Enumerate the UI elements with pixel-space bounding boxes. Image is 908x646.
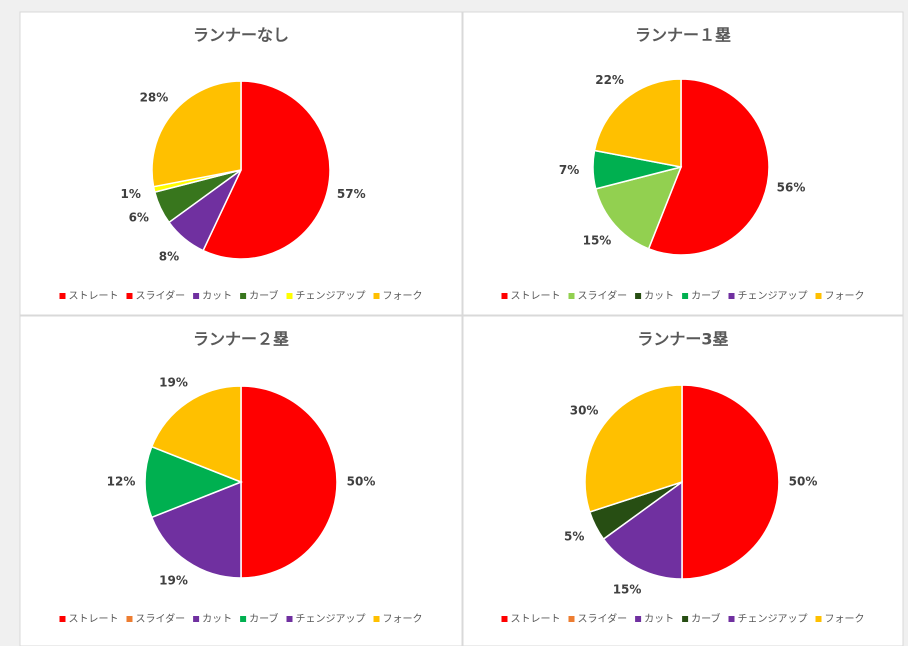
legend-marker	[373, 293, 380, 299]
legend-label: スライダー	[577, 289, 627, 302]
chart-title: ランナー１塁	[635, 26, 731, 45]
legend-label: ストレート	[510, 614, 560, 625]
pie-slice	[240, 385, 338, 579]
chart-title: ランナー２塁	[193, 330, 289, 349]
legend-marker	[59, 616, 66, 622]
legend-label: カット	[202, 613, 232, 625]
data-label: 5%	[564, 529, 584, 543]
legend-label: カーブ	[691, 612, 720, 625]
legend-label: カーブ	[691, 289, 720, 302]
legend: ストレート スライダー カット カーブ チェンジアップ フォーク	[501, 289, 865, 302]
legend-marker	[682, 616, 689, 622]
legend-marker	[815, 293, 822, 299]
legend-label: カット	[644, 613, 674, 625]
legend-marker	[501, 293, 508, 299]
legend-label: ストレート	[510, 291, 560, 302]
legend: ストレート スライダー カット カーブ チェンジアップ フォーク	[59, 289, 423, 302]
legend-marker	[59, 293, 66, 299]
data-label: 50%	[789, 475, 818, 489]
legend-marker	[240, 293, 247, 299]
legend-label: カーブ	[249, 612, 278, 625]
pie-slice	[144, 445, 244, 519]
chart-title: ランナー3塁	[637, 330, 728, 349]
legend-marker	[568, 293, 575, 299]
chart-title: ランナーなし	[193, 26, 289, 45]
pie-slice	[151, 80, 242, 188]
data-label: 15%	[613, 582, 642, 596]
legend-marker	[728, 293, 735, 299]
data-label: 7%	[559, 163, 579, 177]
pie-slice	[647, 78, 770, 256]
data-label: 12%	[107, 475, 136, 489]
legend-label: ストレート	[68, 291, 118, 302]
legend-marker	[126, 616, 133, 622]
pie-chart: ランナー3塁 50% 15% 5% 30% ストレート スライダー カット カーブ チェンジアップ…	[462, 315, 904, 646]
legend: ストレート スライダー カット カーブ チェンジアップ フォーク	[501, 612, 865, 625]
legend-marker	[635, 293, 642, 299]
legend-label: チェンジアップ	[296, 290, 366, 302]
legend-label: カット	[202, 290, 232, 302]
legend-label: フォーク	[383, 613, 423, 625]
legend-label: フォーク	[383, 290, 423, 302]
legend-marker	[682, 293, 689, 299]
legend-label: カット	[644, 290, 674, 302]
legend-marker	[568, 616, 575, 622]
pie-slice	[593, 78, 682, 168]
legend-label: スライダー	[135, 612, 185, 625]
legend-label: フォーク	[825, 613, 865, 625]
legend-label: チェンジアップ	[738, 290, 808, 302]
pie-slice	[602, 480, 683, 580]
legend-label: フォーク	[825, 290, 865, 302]
pie-slice	[594, 165, 683, 250]
legend-marker	[193, 616, 200, 622]
data-label: 15%	[583, 234, 612, 248]
legend-marker	[815, 616, 822, 622]
legend-marker	[286, 293, 293, 299]
legend-marker	[373, 616, 380, 622]
legend-label: スライダー	[135, 289, 185, 302]
legend-label: ストレート	[68, 614, 118, 625]
pie-chart: ランナーなし 57% 8% 6% 1% 28% ストレート スライダー カット カーブ チェンジアッ…	[19, 11, 463, 316]
legend-marker	[728, 616, 735, 622]
pie-slice	[681, 384, 780, 580]
data-label: 56%	[777, 180, 806, 194]
legend-label: スライダー	[577, 612, 627, 625]
legend-marker	[240, 616, 247, 622]
legend-marker	[501, 616, 508, 622]
legend-label: カーブ	[249, 289, 278, 302]
pie-slice	[150, 385, 242, 484]
pie-slice	[584, 384, 683, 513]
data-label: 1%	[121, 187, 141, 201]
data-label: 19%	[159, 574, 188, 588]
data-label: 8%	[159, 250, 179, 264]
data-label: 30%	[570, 403, 599, 417]
data-label: 57%	[337, 187, 366, 201]
pie-slice	[150, 480, 242, 579]
pie-chart: ランナー２塁 50% 19% 12% 19% ストレート スライダー カット カーブ チェンジアッ…	[19, 315, 463, 646]
legend-marker	[126, 293, 133, 299]
data-label: 28%	[140, 90, 169, 104]
legend-label: チェンジアップ	[296, 613, 366, 625]
legend-label: チェンジアップ	[738, 613, 808, 625]
data-label: 50%	[347, 475, 376, 489]
pie-slice	[202, 80, 331, 260]
pie-chart: ランナー１塁 56% 15% 7% 22% ストレート スライダー カット カーブ チェンジアップ…	[462, 11, 904, 316]
legend-marker	[193, 293, 200, 299]
data-label: 22%	[595, 73, 624, 87]
data-label: 6%	[129, 211, 149, 225]
legend-marker	[286, 616, 293, 622]
data-label: 19%	[159, 375, 188, 389]
legend-marker	[635, 616, 642, 622]
legend: ストレート スライダー カット カーブ チェンジアップ フォーク	[59, 612, 423, 625]
